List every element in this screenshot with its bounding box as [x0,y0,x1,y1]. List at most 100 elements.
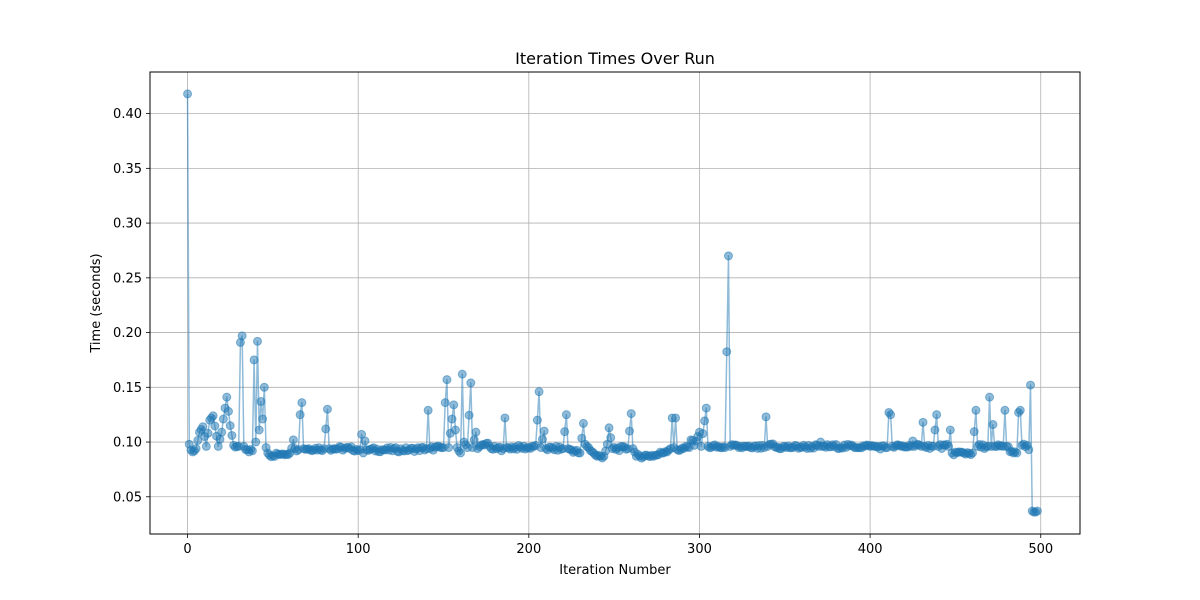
data-point [500,413,510,423]
data-point [945,425,955,435]
data-point [258,414,268,424]
data-point [1000,405,1010,415]
data-point [198,422,208,432]
data-point [988,420,998,430]
data-point [360,436,370,446]
data-point [1024,445,1034,455]
data-point [723,251,733,261]
data-point [539,426,549,436]
data-point [604,423,614,433]
data-point [259,382,269,392]
y-axis-label: Time (seconds) [89,253,104,353]
data-point [971,405,981,415]
data-point [698,429,708,439]
data-point [1026,380,1036,390]
x-tick-label: 400 [858,542,883,557]
data-point [1012,448,1022,458]
data-point [218,414,228,424]
x-axis-label: Iteration Number [559,563,671,578]
y-tick-label: 0.15 [113,381,142,396]
data-point [450,425,460,435]
data-point [1032,506,1042,516]
data-point [249,355,259,365]
y-tick-label: 0.20 [113,326,142,341]
data-point [442,375,452,385]
y-axis-ticks: 0.05 0.10 0.15 0.20 0.25 0.30 0.35 0.40 [113,107,150,505]
x-tick-label: 0 [183,542,191,557]
data-point [288,435,298,445]
data-point [561,410,571,420]
x-tick-label: 300 [687,542,712,557]
data-point [469,435,479,445]
data-point [237,331,247,341]
data-point [322,404,332,414]
data-point [254,425,264,435]
data-point [227,430,237,440]
plot-frame [149,71,1081,535]
y-tick-label: 0.40 [113,107,142,122]
data-point [447,414,457,424]
data-point [930,425,940,435]
y-tick-label: 0.05 [113,490,142,505]
x-axis-ticks: 0 100 200 300 400 500 [183,534,1053,557]
data-point [560,427,570,437]
data-point [449,400,459,410]
data-point [444,443,454,453]
data-point [222,392,232,402]
data-point [466,378,476,388]
data-point [932,410,942,420]
series-iteration-times [183,89,1042,517]
data-point [256,397,266,407]
data-point [701,403,711,413]
data-point [968,448,977,458]
data-point [985,392,995,402]
y-tick-label: 0.10 [113,436,142,451]
data-point [532,415,542,425]
data-point [700,416,710,426]
data-point [606,433,616,443]
data-point [423,405,433,415]
data-point [761,412,771,422]
data-point [321,424,331,434]
data-point [208,411,218,421]
data-point [886,410,896,420]
data-point [191,444,201,454]
data-point [456,448,466,458]
data-point [295,410,305,420]
grid-lines [150,72,1080,534]
data-point [193,435,203,445]
data-point [918,417,928,427]
data-point [440,398,450,408]
data-point [625,426,634,436]
data-point [471,427,481,437]
data-point [203,428,213,438]
chart-title: Iteration Times Over Run [515,49,715,68]
plot-area [150,72,1080,534]
data-point [247,446,257,456]
data-point [722,347,732,357]
x-tick-label: 100 [346,542,371,557]
x-tick-label: 200 [516,542,541,557]
data-point [575,448,585,458]
data-point [217,427,227,437]
data-point [464,410,474,420]
x-tick-label: 500 [1028,542,1053,557]
data-point [626,409,636,419]
data-point [297,398,307,408]
data-point [210,421,220,431]
data-point [251,437,261,447]
y-tick-label: 0.25 [113,271,142,286]
data-point [534,387,544,397]
data-point [183,89,193,99]
data-point [537,434,547,444]
data-point [1015,405,1025,415]
data-point [253,336,262,346]
data-point [671,413,681,423]
y-tick-label: 0.35 [113,162,142,177]
data-point [224,406,233,416]
data-point [969,427,979,437]
data-point [201,441,211,451]
data-point [225,421,235,431]
y-tick-label: 0.30 [113,217,142,232]
